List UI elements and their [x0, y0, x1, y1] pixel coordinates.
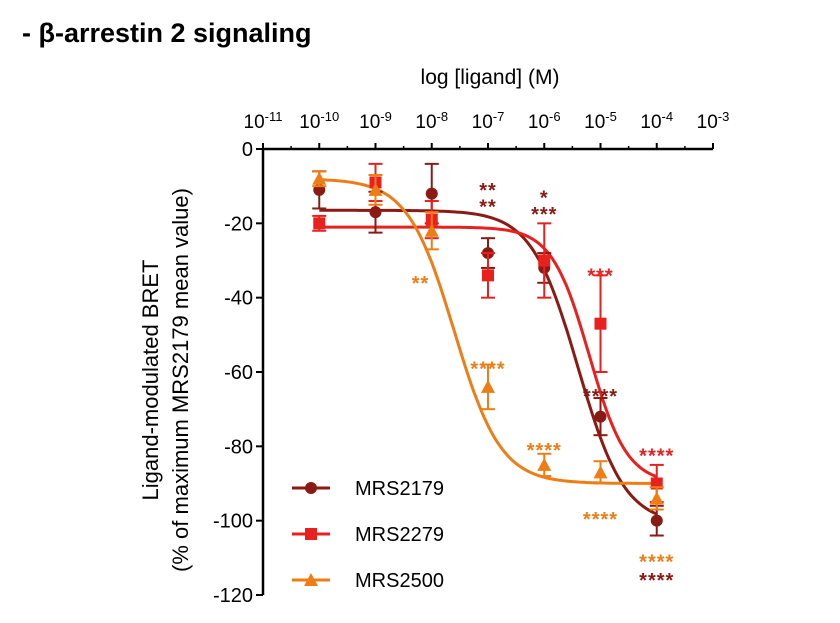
- axes: 10-11 10-10 10-9 10-8 10-7 10-6 10-5 10-4 10-3 0 -…: [213, 109, 729, 607]
- significance-label: ****: [583, 386, 618, 408]
- significance-label: **: [479, 180, 497, 202]
- significance-label: ***: [587, 265, 613, 287]
- significance-label: ****: [527, 440, 562, 462]
- legend-marker-mrs2279: [305, 528, 317, 540]
- legend-label: MRS2279: [355, 524, 444, 546]
- data-point-mrs2179: [425, 187, 438, 200]
- y-tick-label: -120: [213, 585, 253, 607]
- significance-label: **: [412, 273, 430, 295]
- x-tick-label: 10-7: [472, 109, 505, 133]
- data-point-mrs2279: [313, 217, 326, 230]
- data-point-mrs2279: [594, 317, 607, 330]
- x-tick-label: 10-8: [415, 109, 448, 133]
- data-point-mrs2279: [482, 269, 494, 282]
- y-tick-label: -80: [224, 436, 253, 458]
- chart-heading: - β-arrestin 2 signaling: [22, 18, 312, 48]
- x-axis-label: log [ligand] (M): [421, 66, 560, 89]
- data-point-mrs2279: [538, 254, 551, 267]
- data-point-mrs2500: [537, 457, 552, 471]
- data-point-mrs2500: [424, 223, 439, 237]
- x-tick-label: 10-5: [584, 109, 617, 133]
- y-tick-label: -60: [224, 362, 253, 384]
- significance-label: *: [540, 187, 549, 209]
- legend-marker-mrs2179: [305, 482, 317, 494]
- data-point-mrs2500: [312, 171, 327, 185]
- significance-label: ****: [470, 358, 505, 380]
- data-point-mrs2500: [368, 182, 383, 196]
- data-points: [312, 162, 664, 537]
- y-tick-label: -40: [224, 288, 253, 310]
- x-tick-label: 10-6: [528, 109, 561, 133]
- data-point-mrs2500: [593, 465, 608, 479]
- significance-label: **: [479, 197, 497, 219]
- data-point-mrs2500: [481, 379, 495, 393]
- significance-label: ***: [531, 204, 557, 226]
- y-tick-label: -100: [213, 511, 253, 533]
- x-tick-label: 10-4: [640, 109, 673, 133]
- fit-curve-mrs2500: [319, 178, 657, 485]
- significance-label: ****: [639, 570, 674, 592]
- legend-marker-mrs2500: [304, 573, 318, 586]
- data-point-mrs2179: [369, 206, 382, 219]
- x-tick-label: 10-3: [697, 109, 730, 133]
- y-tick-label: -20: [224, 213, 253, 235]
- x-tick-label: 10-11: [244, 109, 283, 133]
- fit-curves: [319, 178, 658, 516]
- y-tick-label: 0: [242, 139, 253, 161]
- legend-label: MRS2179: [355, 478, 444, 500]
- data-point-mrs2179: [594, 410, 607, 423]
- x-tick-label: 10-9: [359, 109, 392, 133]
- y-axis-label-line1: Ligand-modulated BRET: [138, 260, 163, 501]
- y-axis-label-line2: (% of maximum MRS2179 mean value): [168, 188, 193, 572]
- significance-annotations: **** ****** *************** ***************…: [412, 180, 674, 592]
- legend-label: MRS2500: [355, 570, 444, 592]
- x-tick-label: 10-10: [299, 109, 339, 133]
- data-point-mrs2500: [649, 491, 664, 505]
- legend: MRS2179 MRS2279 MRS2500: [292, 478, 444, 592]
- significance-label: ****: [639, 446, 674, 468]
- data-point-mrs2179: [650, 514, 663, 527]
- significance-label: ****: [639, 552, 674, 574]
- significance-label: ****: [583, 509, 618, 531]
